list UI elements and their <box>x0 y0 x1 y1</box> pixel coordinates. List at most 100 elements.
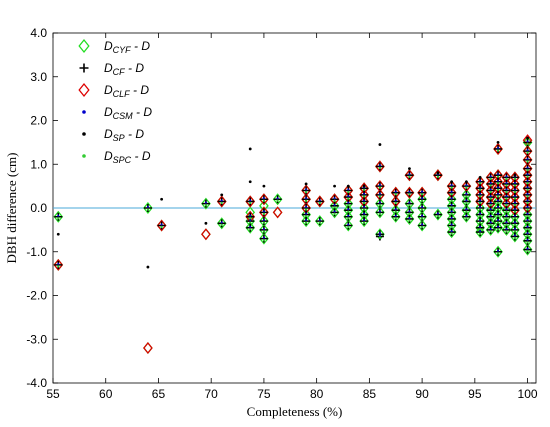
cf-point <box>418 195 427 204</box>
spc-point <box>505 223 508 226</box>
spc-point <box>262 199 266 202</box>
legend-label-cf: DCF - D <box>104 61 144 77</box>
spc-point <box>262 230 266 233</box>
spc-point <box>378 236 382 240</box>
spc-point <box>378 204 382 207</box>
x-tick-label: 75 <box>257 387 271 401</box>
csm-point <box>276 197 279 200</box>
cf-point <box>246 197 255 206</box>
cyf-point <box>433 208 443 221</box>
sp-point <box>464 180 468 184</box>
csm-point <box>513 221 516 224</box>
cf-point <box>375 162 384 171</box>
sp-point <box>408 167 411 171</box>
cyf-point <box>485 223 496 236</box>
csm-point <box>378 201 381 204</box>
csm-point <box>526 232 529 235</box>
axis-ticks: 55 60 65 70 75 80 85 90 95 100 4.0 3.0 2.0 1.0 0.0 -1.0… <box>26 26 538 401</box>
csm-point <box>450 184 453 187</box>
spc-point <box>220 201 223 205</box>
legend-marker-sp <box>82 132 86 136</box>
spc-point <box>496 228 500 231</box>
spc-point <box>450 199 453 202</box>
csm-point <box>347 188 350 191</box>
sp-point <box>146 265 150 269</box>
cyf-point <box>446 226 457 239</box>
csm-point <box>513 208 516 211</box>
cf-point <box>405 171 414 180</box>
csm-point <box>513 181 516 184</box>
spc-point <box>204 204 208 207</box>
sp-point <box>378 143 382 146</box>
spc-point <box>146 208 150 211</box>
csm-point <box>394 199 397 202</box>
csm-point <box>394 190 397 193</box>
legend-label-spc: DSPC - D <box>104 149 151 165</box>
csm-point <box>363 212 366 215</box>
y-tick-label: 1.0 <box>30 157 47 171</box>
spc-point <box>249 228 252 231</box>
spc-point <box>394 217 397 220</box>
spc-point <box>489 230 492 233</box>
csm-point <box>262 236 265 239</box>
spc-point <box>347 217 350 220</box>
cyf-point <box>404 212 415 225</box>
spc-point <box>479 232 482 235</box>
x-tick-label: 90 <box>415 387 429 401</box>
spc-point <box>333 212 336 215</box>
csm-point <box>489 181 492 184</box>
cf-point <box>246 223 255 232</box>
spc-point <box>513 236 517 240</box>
csm-point <box>526 247 529 250</box>
spc-point <box>496 221 500 224</box>
csm-point <box>305 206 308 208</box>
csm-point <box>249 214 252 217</box>
clf-point <box>375 160 385 173</box>
sp-point <box>262 184 266 188</box>
spc-point <box>479 201 482 205</box>
cyf-point <box>493 245 503 258</box>
csm-point <box>497 192 500 195</box>
clf-point <box>433 169 443 182</box>
csm-point <box>497 206 500 208</box>
spc-point <box>57 217 60 220</box>
spc-point <box>496 195 500 198</box>
csm-point <box>526 238 529 241</box>
csm-point <box>497 186 500 189</box>
csm-point <box>160 223 163 226</box>
spc-point <box>489 177 492 180</box>
spc-point <box>450 212 453 215</box>
sp-point <box>56 232 60 236</box>
cyf-point <box>216 217 227 230</box>
csm-point <box>57 214 60 217</box>
cf-point <box>273 195 282 204</box>
spc-point <box>526 201 529 205</box>
cf-point <box>523 147 532 156</box>
y-tick-label: 0.0 <box>30 201 47 215</box>
spc-point <box>505 204 508 207</box>
cyf-point <box>493 221 503 234</box>
spc-point <box>408 204 411 207</box>
csm-point <box>305 197 308 200</box>
spc-point <box>479 208 482 211</box>
spc-point <box>505 177 508 180</box>
cyf-point <box>259 232 269 245</box>
spc-point <box>363 195 366 198</box>
cyf-point <box>522 243 533 256</box>
cf-point <box>418 212 427 221</box>
spc-point <box>496 182 500 185</box>
csm-point <box>489 201 492 204</box>
x-tick-label: 70 <box>205 387 219 401</box>
spc-point <box>305 214 308 218</box>
cf-point <box>462 182 471 191</box>
cyf-point <box>314 215 325 228</box>
spc-point <box>421 225 424 229</box>
spc-point <box>489 204 492 207</box>
csm-point <box>220 199 223 202</box>
csm-point <box>408 201 411 204</box>
cf-point <box>54 260 63 269</box>
legend-marker-clf <box>78 82 90 98</box>
csm-point <box>378 164 381 167</box>
clf-point <box>272 206 283 219</box>
data-points <box>53 134 533 355</box>
